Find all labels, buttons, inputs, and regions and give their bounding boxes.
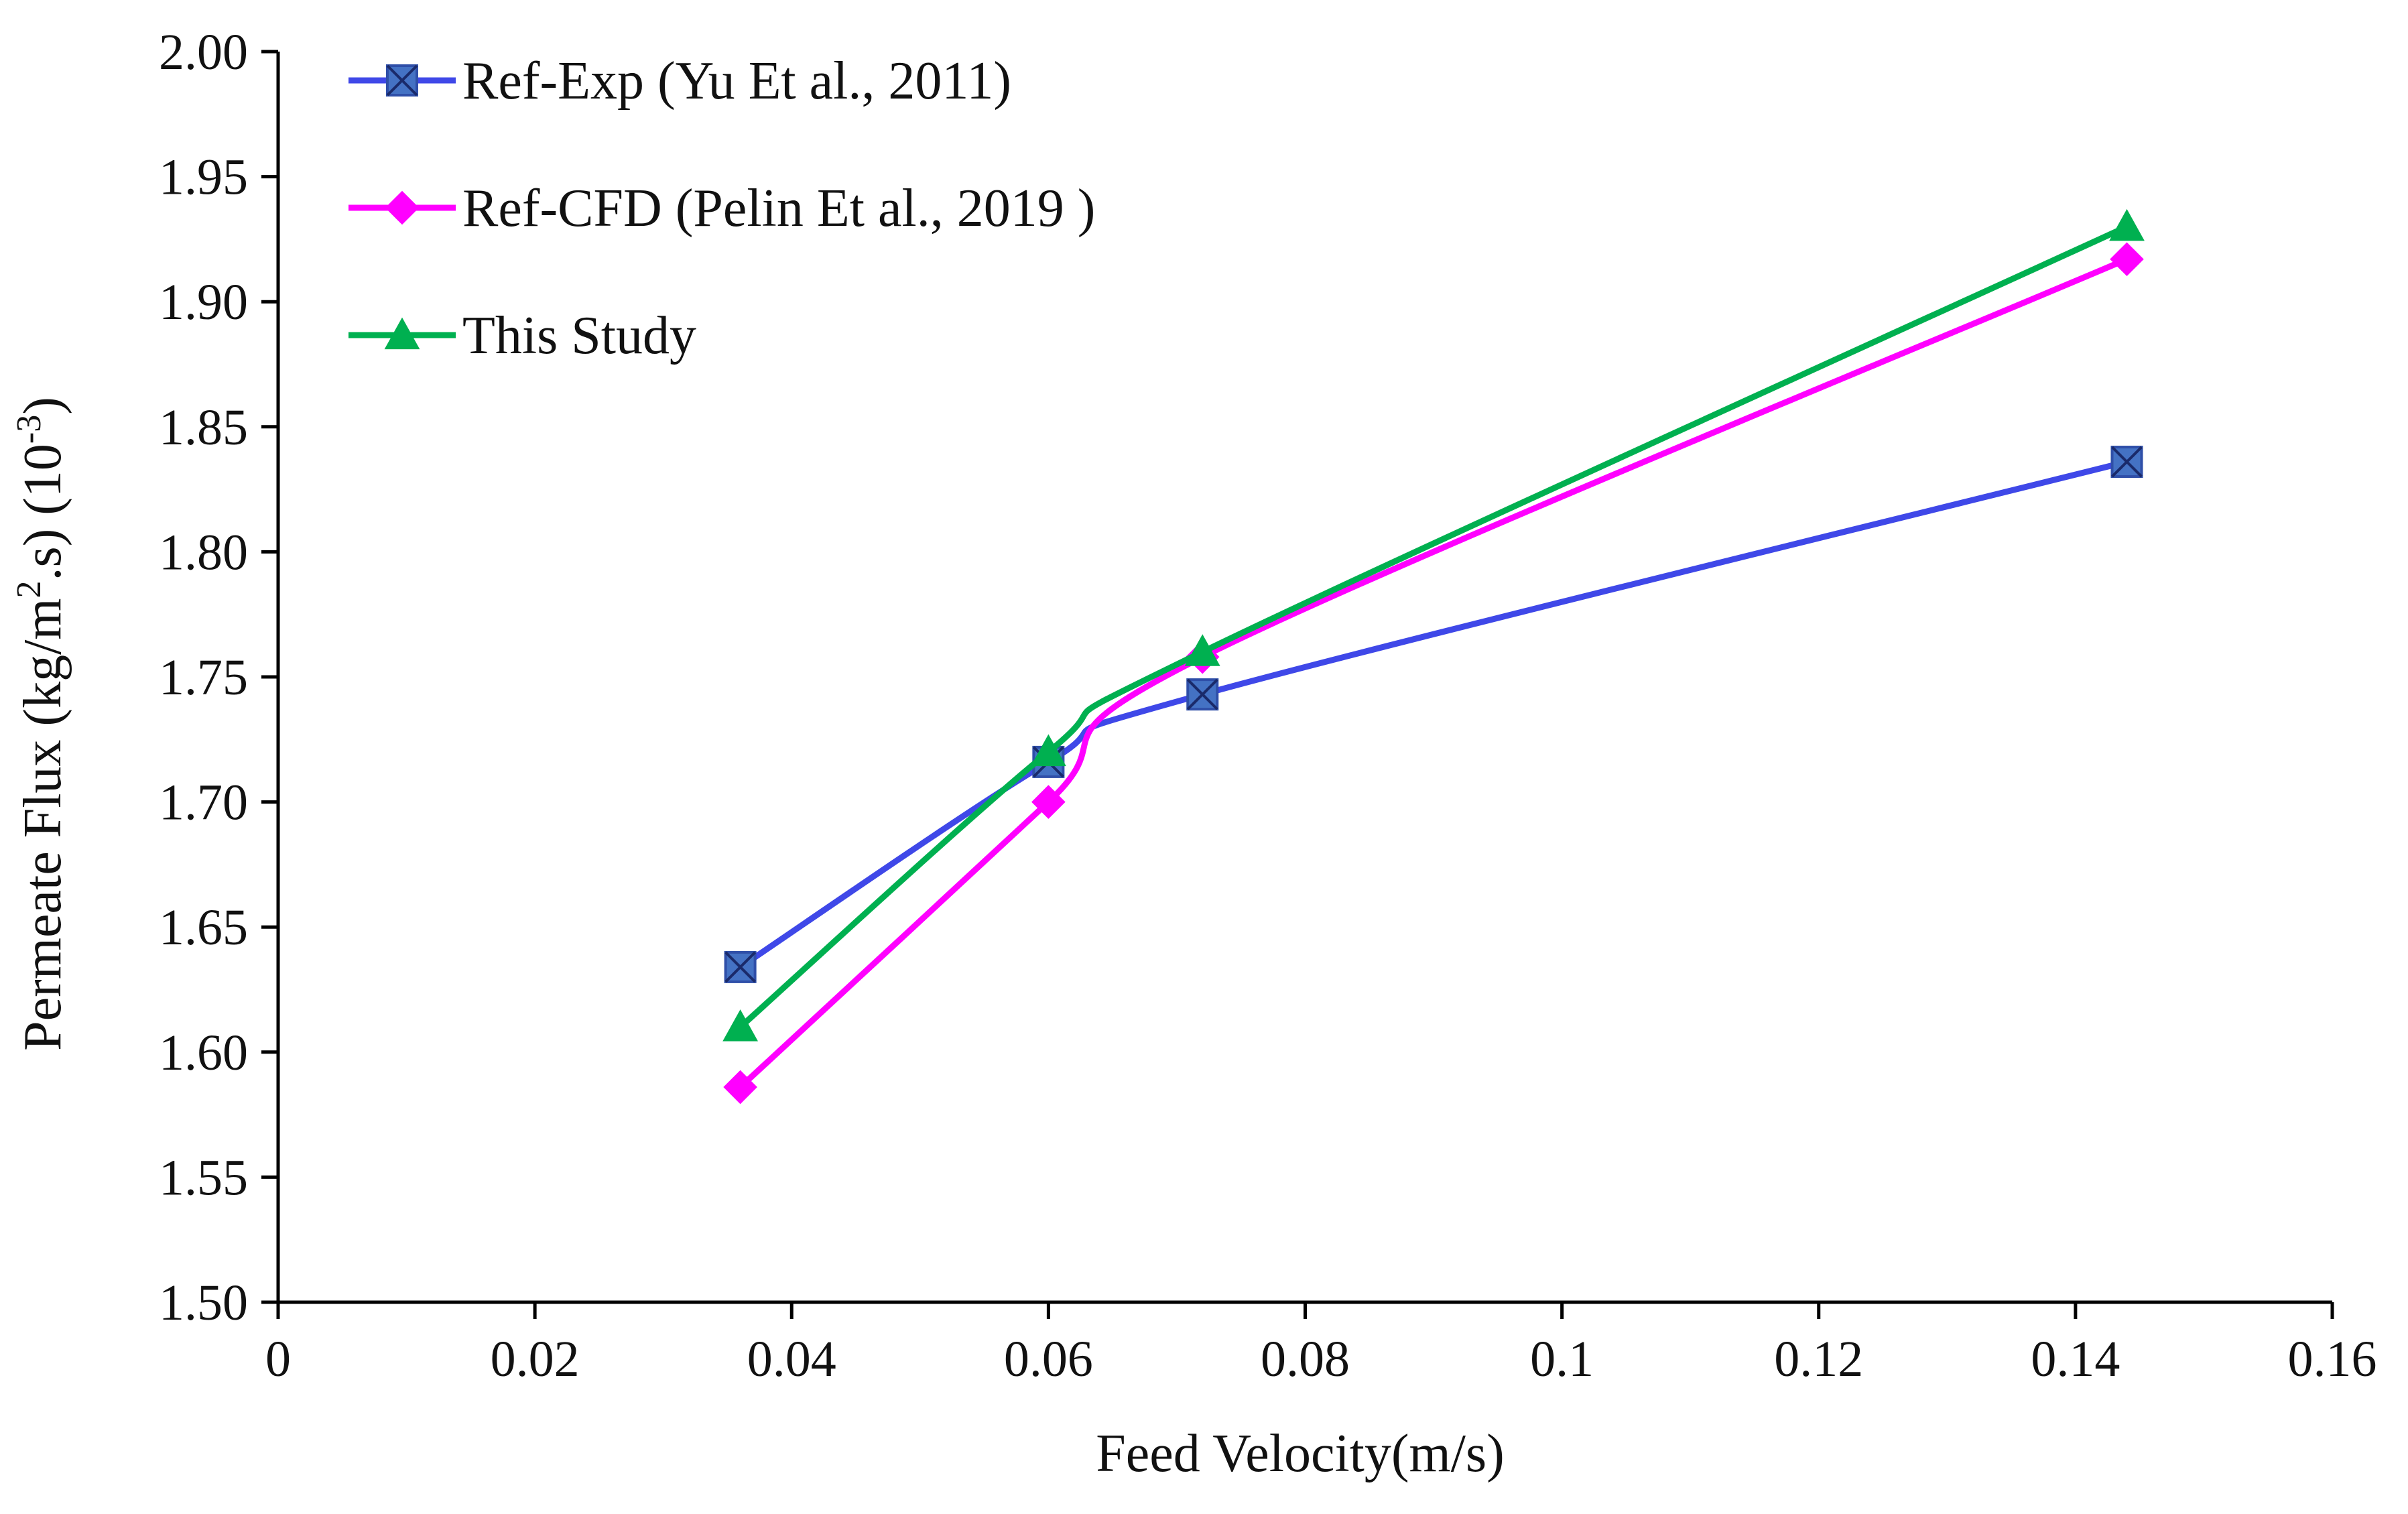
y-tick-label: 1.65 (159, 899, 248, 956)
axes (276, 52, 2332, 1304)
x-tick-label: 0.12 (1774, 1331, 1863, 1387)
x-tick-label: 0 (265, 1331, 291, 1387)
x-tick-label: 0.08 (1261, 1331, 1350, 1387)
legend-label: This Study (462, 306, 696, 365)
x-tick-label: 0.02 (491, 1331, 580, 1387)
y-tick-label: 1.50 (159, 1275, 248, 1331)
legend-marker (384, 317, 420, 350)
series-line (739, 458, 2128, 970)
y-tick-label: 1.90 (159, 274, 248, 330)
data-point (2110, 446, 2143, 479)
x-tick-label: 0.16 (2288, 1331, 2377, 1387)
legend-item: Ref-Exp (Yu Et al., 2011) (348, 52, 1011, 111)
y-tick-label: 1.85 (159, 399, 248, 456)
data-point (722, 1009, 759, 1042)
series-layer (722, 208, 2145, 1105)
x-axis-ticks: 0 0.02 0.04 0.06 0.08 0.1 0.12 0.14 0.16 (265, 1302, 2377, 1387)
y-tick-label: 1.70 (159, 775, 248, 831)
legend: Ref-Exp (Yu Et al., 2011) Ref-CFD (Pelin … (348, 52, 1095, 365)
x-axis-title: Feed Velocity(m/s) (1096, 1424, 1505, 1483)
x-tick-label: 0.06 (1004, 1331, 1093, 1387)
y-axis-ticks: 1.50 1.55 1.60 1.65 1.70 1.75 1.80 1.85 1.90 1.95… (159, 24, 278, 1331)
data-point (1030, 734, 1066, 767)
data-point (1184, 634, 1220, 666)
y-tick-label: 1.95 (159, 149, 248, 206)
y-tick-label: 1.80 (159, 524, 248, 580)
data-point (2109, 208, 2145, 241)
y-tick-label: 1.75 (159, 649, 248, 706)
legend-label: Ref-Exp (Yu Et al., 2011) (462, 52, 1011, 111)
data-point (2110, 242, 2144, 277)
legend-item: Ref-CFD (Pelin Et al., 2019 ) (348, 179, 1095, 238)
y-tick-label: 1.60 (159, 1025, 248, 1081)
data-point (724, 950, 757, 983)
x-tick-label: 0.1 (1530, 1331, 1594, 1387)
data-point (1031, 785, 1066, 819)
x-tick-label: 0.04 (747, 1331, 836, 1387)
y-tick-label: 1.55 (159, 1149, 248, 1206)
y-axis-title: Permeate Flux (kg/m2.s) (10-3) (10, 397, 72, 1051)
series-line (738, 256, 2129, 1090)
legend-marker (385, 190, 420, 225)
legend-item: This Study (348, 306, 696, 365)
series-3 (722, 208, 2145, 1042)
data-point (1186, 678, 1219, 711)
x-tick-label: 0.14 (2031, 1331, 2120, 1387)
legend-marker (386, 64, 418, 97)
data-point (723, 1070, 757, 1105)
series-2 (723, 242, 2144, 1105)
y-tick-label: 2.00 (159, 24, 248, 80)
series-line (738, 224, 2129, 1029)
legend-label: Ref-CFD (Pelin Et al., 2019 ) (462, 179, 1095, 238)
